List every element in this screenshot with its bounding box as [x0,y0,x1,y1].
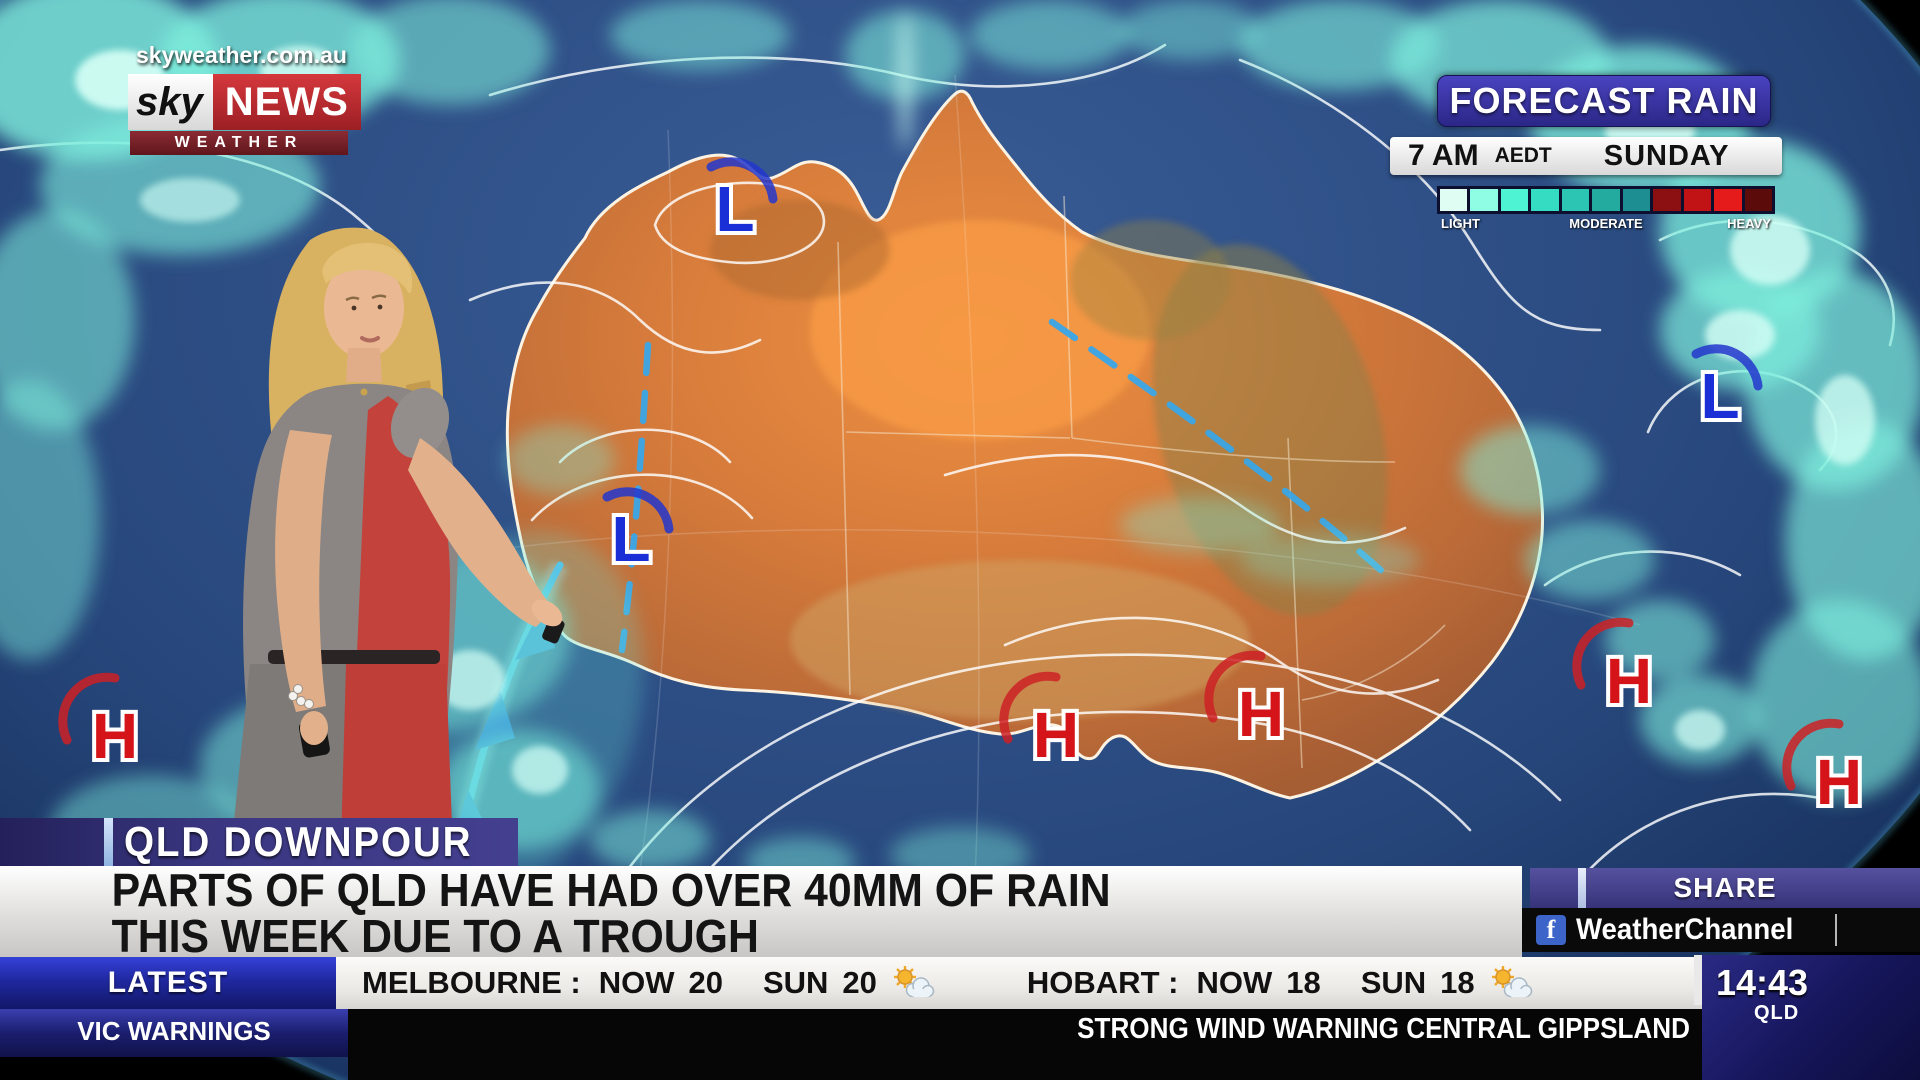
ticker-now-temp: 18 [1286,965,1321,1000]
clock-edge-stripe [1694,955,1702,1005]
presenter-bracelet [288,684,314,709]
share-accent-stripe [1578,868,1586,908]
weather-presenter [228,227,565,880]
legend-swatch [1622,189,1651,211]
story-line-1: PARTS OF QLD HAVE HAD OVER 40MM OF RAIN [111,864,1111,916]
clock-panel: 14:43 QLD [1702,955,1920,1080]
legend-label-heavy: HEAVY [1727,216,1771,231]
ticker-city: HOBART : [1026,965,1179,1000]
ticker-now-label: NOW [598,965,675,1000]
ticker-now-temp: 20 [688,965,723,1000]
headline-bar: QLD DOWNPOUR [0,818,518,866]
forecast-day: SUNDAY [1603,139,1730,172]
ticker-latest-tab: LATEST [0,957,336,1009]
presenter-arm-down [275,430,332,712]
site-url: skyweather.com.au [136,42,347,68]
warning-ticker-strip: STRONG WIND WARNING CENTRAL GIPPSLAND [348,1009,1702,1080]
legend-swatch [1500,189,1529,211]
share-banner: SHARE [1530,868,1920,908]
legend-swatch [1561,189,1590,211]
legend-swatch [1683,189,1712,211]
presenter-face [324,258,404,358]
forecast-time-bar: 7 AM AEDT SUNDAY [1390,137,1782,175]
forecast-title-banner: FORECAST RAIN [1437,75,1771,127]
clock-region: QLD [1754,1002,1800,1024]
ticker-item-hobart: HOBART : NOW 18 SUN 18 [1027,964,1533,1002]
ticker-city: MELBOURNE : [362,965,581,1000]
sky-news-logo: sky NEWS [128,74,361,130]
legend-color-scale [1437,186,1775,214]
legend-swatch [1440,189,1468,211]
headline-text: QLD DOWNPOUR [124,818,473,865]
legend-swatch [1470,189,1498,211]
rain-intensity-legend: LIGHT MODERATE HEAVY [1437,186,1775,234]
headline-accent-stripe [104,818,113,866]
forecast-timezone: AEDT [1494,144,1552,167]
forecast-time: 7 AM [1408,139,1479,172]
legend-swatch [1653,189,1681,211]
ticker-now-label: NOW [1196,965,1273,1000]
legend-swatch [1744,189,1772,211]
logo-news: NEWS [212,74,361,130]
presenter-arm-extended [408,438,554,627]
story-line-2: THIS WEEK DUE TO A TROUGH [111,910,759,962]
social-handle: WeatherChannel [1576,913,1794,946]
legend-swatch [1531,189,1559,211]
legend-label-light: LIGHT [1441,216,1480,231]
legend-label-moderate: MODERATE [1569,216,1643,231]
story-text-band: PARTS OF QLD HAVE HAD OVER 40MM OF RAIN … [0,866,1522,960]
social-bar: f WeatherChannel [1522,908,1920,952]
city-forecast-ticker: MELBOURNE : NOW 20 SUN 20 HOBART : NOW 1… [336,957,1702,1009]
ticker-warnings-tab: VIC WARNINGS [0,1009,348,1057]
logo-sky: sky [128,74,213,130]
share-label: SHARE [1673,872,1777,903]
ticker-day-label: SUN [762,965,829,1000]
ticker-day-temp: 18 [1440,965,1475,1000]
ticker-item-melbourne: MELBOURNE : NOW 20 SUN 20 [362,964,935,1002]
facebook-icon: f [1536,915,1566,945]
partly-cloudy-icon [1491,966,1532,998]
social-separator [1835,914,1837,946]
partly-cloudy-icon [893,966,935,998]
logo-weather: WEATHER [130,131,348,155]
clock-time: 14:43 [1716,962,1809,1003]
legend-swatch [1714,189,1742,211]
ticker-day-temp: 20 [842,965,877,1000]
ticker-day-label: SUN [1360,965,1427,1000]
legend-swatch [1592,189,1620,211]
warning-ticker-text: STRONG WIND WARNING CENTRAL GIPPSLAND [1077,1013,1690,1045]
